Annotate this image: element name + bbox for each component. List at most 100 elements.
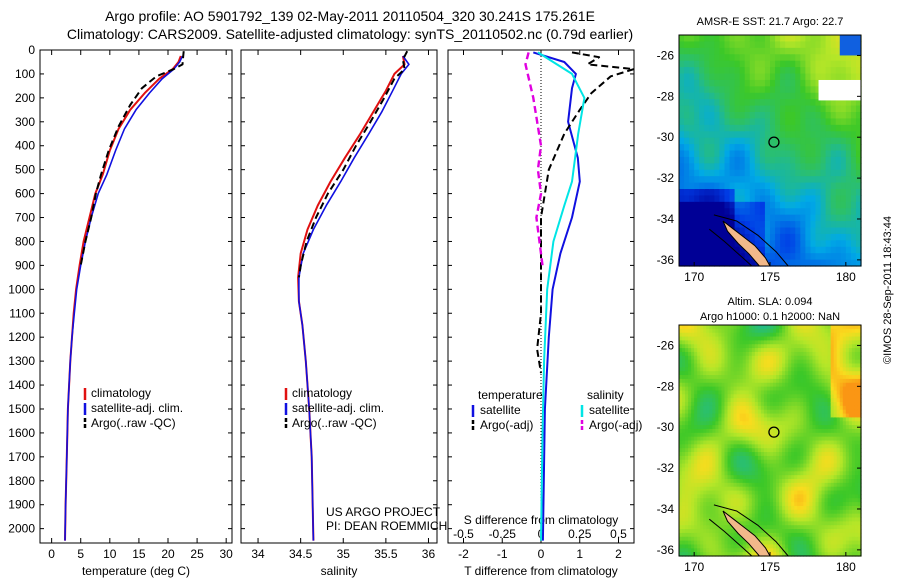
- map-cell: [794, 544, 798, 549]
- map-cell: [845, 455, 850, 461]
- map-cell: [706, 398, 710, 403]
- map-cell: [745, 432, 750, 438]
- map-cell: [803, 490, 807, 495]
- map-cell: [704, 86, 710, 94]
- map-cell: [800, 340, 804, 345]
- map-cell: [850, 60, 857, 68]
- map-cell: [685, 436, 689, 442]
- map-cell: [733, 421, 738, 426]
- map-cell: [709, 176, 715, 184]
- map-cell: [770, 131, 776, 139]
- map-cell: [718, 552, 723, 557]
- map-cell: [818, 375, 823, 380]
- map-cell: [759, 124, 766, 132]
- map-cell: [776, 378, 780, 384]
- map-cell: [790, 118, 796, 126]
- map-cell: [724, 540, 729, 546]
- map-cell: [785, 99, 791, 107]
- map-cell: [685, 475, 689, 480]
- map-cell: [684, 150, 690, 158]
- map-cell: [842, 382, 847, 388]
- map-cell: [827, 409, 832, 415]
- map-cell: [733, 505, 738, 511]
- map-cell: [697, 359, 701, 365]
- map-cell: [733, 494, 738, 499]
- map-cell: [694, 328, 698, 334]
- map-cell: [754, 54, 761, 62]
- map-cell: [845, 440, 850, 445]
- map-cell: [839, 486, 844, 492]
- map-cell: [770, 459, 774, 465]
- map-cell: [742, 359, 747, 365]
- map-cell: [709, 328, 713, 334]
- map-cell: [694, 505, 698, 511]
- map-cell: [734, 92, 741, 100]
- map-cell: [727, 405, 732, 411]
- map-cell: [812, 351, 817, 357]
- legend-entry: Argo(..raw -QC): [292, 416, 377, 430]
- map-cell: [719, 221, 726, 229]
- map-cell: [721, 498, 726, 503]
- map-cell: [815, 359, 820, 365]
- map-cell: [739, 486, 744, 492]
- map-cell: [815, 47, 822, 55]
- map-cell: [848, 344, 853, 349]
- map-cell: [812, 482, 817, 488]
- map-cell: [715, 536, 720, 542]
- map-cell: [751, 386, 756, 392]
- map-cell: [715, 328, 720, 334]
- map-cell: [685, 444, 689, 449]
- map-cell: [748, 378, 753, 384]
- map-cell: [820, 195, 827, 203]
- map-cell: [800, 124, 806, 132]
- map-cell: [785, 452, 789, 457]
- map-cell: [721, 517, 726, 522]
- map-cell: [699, 201, 705, 209]
- map-cell: [689, 150, 695, 158]
- map-cell: [704, 233, 710, 241]
- map-cell: [833, 359, 838, 365]
- map-cell: [842, 375, 847, 380]
- map-cell: [754, 448, 759, 453]
- map-cell: [806, 344, 811, 349]
- map-cell: [682, 340, 686, 345]
- map-cell: [679, 428, 683, 434]
- map-cell: [848, 409, 853, 415]
- map-cell: [689, 233, 695, 241]
- map-cell: [697, 355, 701, 361]
- map-cell: [751, 359, 756, 365]
- map-cell: [694, 253, 700, 261]
- map-cell: [776, 490, 780, 495]
- map-cell: [779, 471, 783, 476]
- map-cell: [688, 498, 692, 503]
- map-cell: [734, 150, 741, 158]
- map-cell: [797, 328, 801, 334]
- map-cell: [779, 502, 783, 507]
- map-cell: [754, 131, 761, 139]
- map-cell: [754, 482, 759, 488]
- map-cell: [809, 521, 814, 526]
- map-cell: [694, 124, 700, 132]
- map-cell: [694, 540, 698, 546]
- map-cell: [830, 214, 837, 222]
- map-cell: [734, 73, 741, 81]
- map-cell: [791, 348, 795, 353]
- map-cell: [700, 475, 704, 480]
- map-cell: [785, 124, 791, 132]
- map-cell: [855, 182, 862, 190]
- map-cell: [850, 214, 857, 222]
- map-cell: [688, 336, 692, 341]
- map-cell: [685, 463, 689, 469]
- map-cell: [791, 413, 795, 418]
- map-cell: [776, 332, 780, 338]
- map-cell: [744, 35, 751, 43]
- map-cell: [770, 325, 774, 330]
- map-cell: [806, 525, 811, 530]
- map-cell: [800, 99, 806, 107]
- map-cell: [833, 475, 838, 480]
- map-cell: [754, 112, 761, 120]
- map-cell: [760, 402, 765, 407]
- map-cell: [770, 176, 776, 184]
- map-cell: [733, 448, 738, 453]
- map-cell: [845, 444, 850, 449]
